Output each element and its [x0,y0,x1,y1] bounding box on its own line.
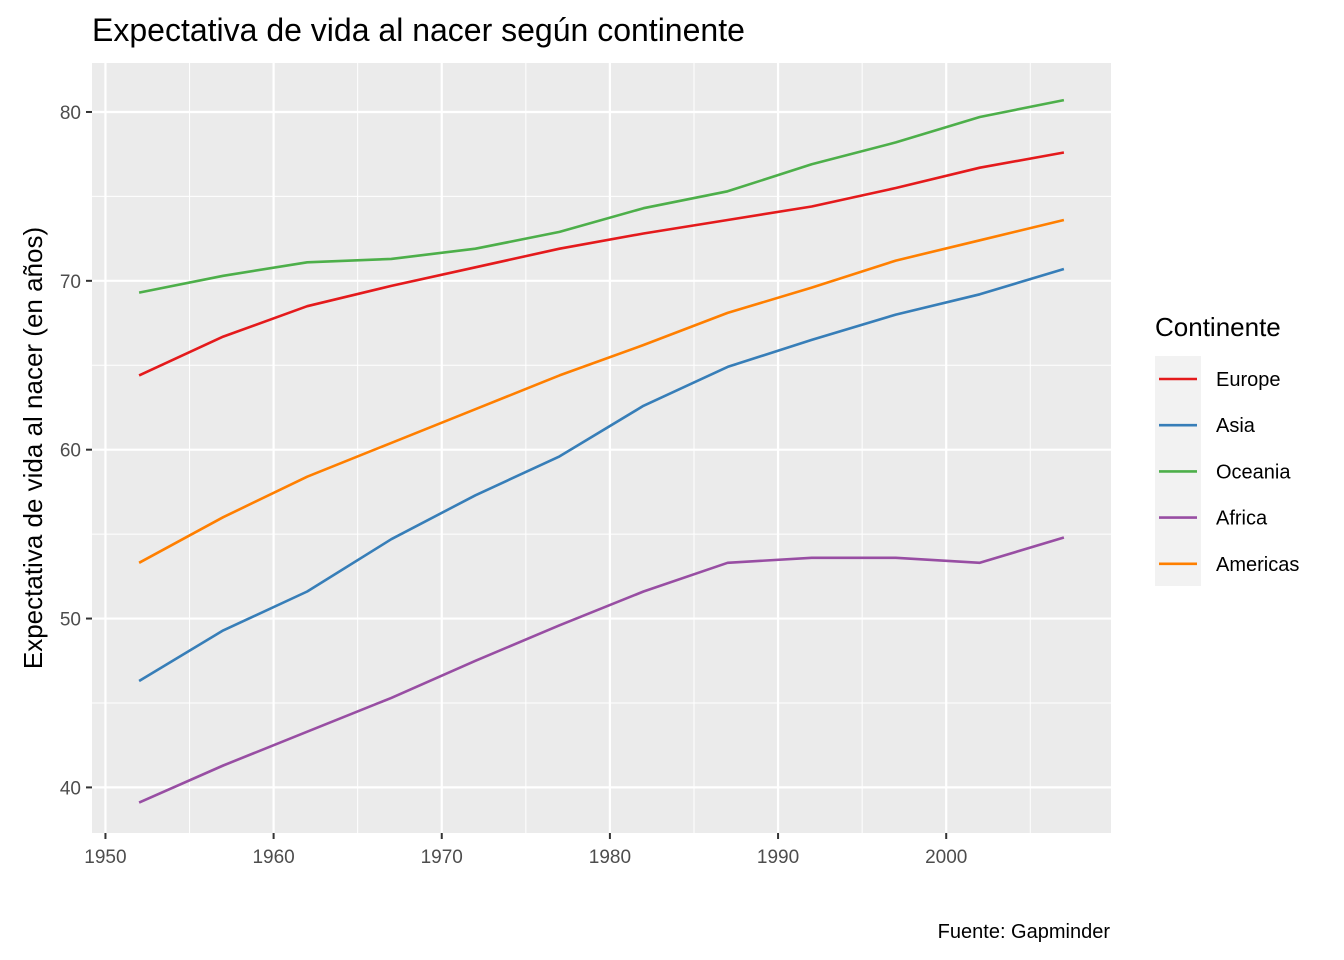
axis-ticks [86,110,948,839]
series-line-asia [138,267,1065,683]
x-tick-label: 1980 [589,847,631,868]
series-line-americas [138,218,1065,564]
x-tick-label: 1970 [421,847,463,868]
y-axis-title: Expectativa de vida al nacer (en años) [18,227,48,669]
y-tick-label: 60 [60,441,81,462]
legend-title: Continente [1155,312,1281,342]
legend: Continente Europe Asia Oceania Africa Americ… [1155,312,1299,586]
y-tick-label: 50 [60,610,81,631]
legend-label-africa: Africa [1216,508,1268,530]
legend-label-americas: Americas [1216,554,1299,576]
x-tick-label: 2000 [925,847,967,868]
series-line-oceania [138,98,1065,294]
x-tick-label: 1950 [84,847,126,868]
legend-label-asia: Asia [1216,415,1256,437]
plot-panel [92,63,1111,833]
chart-caption: Fuente: Gapminder [938,921,1111,943]
major-gridlines [92,63,1111,833]
chart-title: Expectativa de vida al nacer según conti… [92,12,745,48]
x-tick-label: 1960 [252,847,294,868]
y-tick-label: 70 [60,272,81,293]
y-tick-label: 40 [60,778,81,799]
minor-gridlines [92,63,1111,833]
legend-label-europe: Europe [1216,369,1281,391]
y-tick-label: 80 [60,103,81,124]
series-line-europe [138,151,1065,377]
legend-label-oceania: Oceania [1216,461,1291,483]
series-line-africa [138,536,1065,804]
series-lines [138,98,1065,804]
tick-labels: 1950 1960 1970 1980 1990 2000 40 50 60 70 80 [60,103,967,868]
x-tick-label: 1990 [757,847,799,868]
